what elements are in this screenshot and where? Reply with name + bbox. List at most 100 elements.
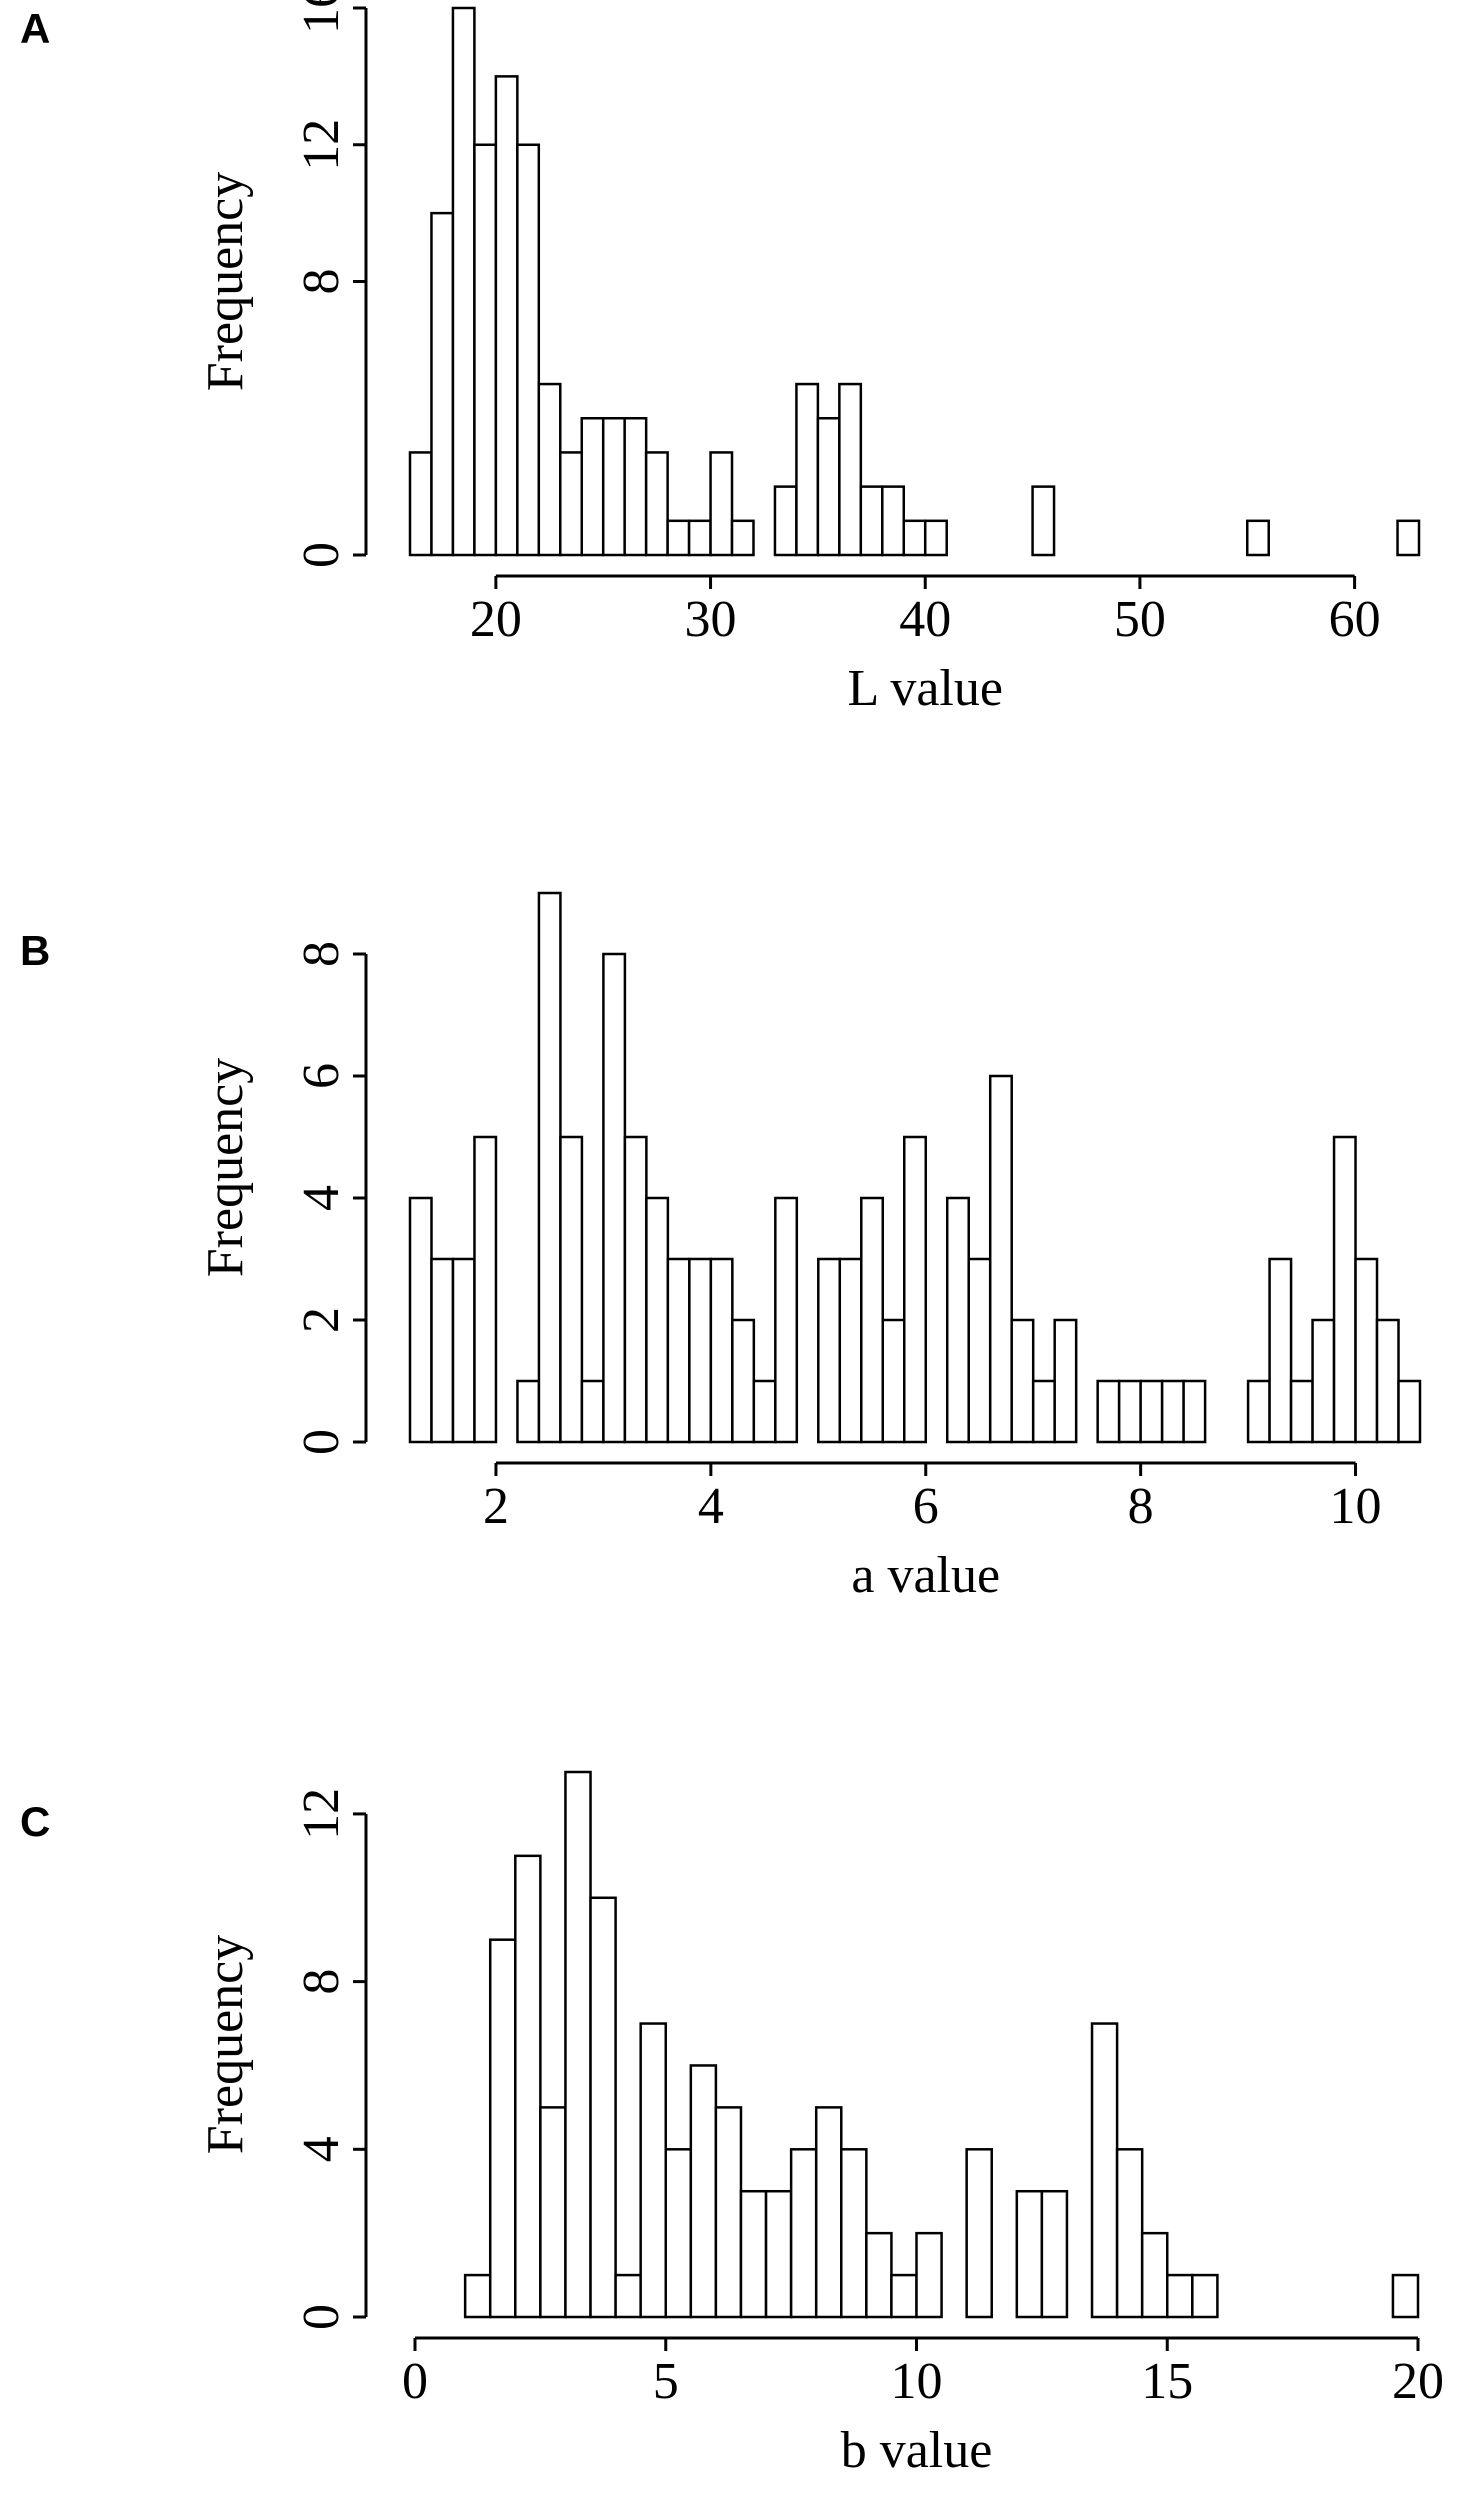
bar bbox=[580, 1379, 605, 1444]
bar bbox=[1040, 2189, 1069, 2319]
bar bbox=[430, 1257, 455, 1444]
bar bbox=[1332, 1135, 1357, 1444]
bar bbox=[430, 211, 455, 557]
x-tick-label: 20 bbox=[1392, 2353, 1444, 2410]
bar bbox=[1096, 1379, 1121, 1444]
x-tick-label: 6 bbox=[913, 1478, 939, 1535]
x-tick-label: 50 bbox=[1114, 591, 1166, 648]
bar bbox=[1115, 2148, 1144, 2319]
x-tick-label: 10 bbox=[891, 2353, 943, 2410]
bar bbox=[714, 2106, 743, 2319]
bar bbox=[1246, 519, 1270, 557]
panel-label: A bbox=[20, 5, 50, 52]
y-tick-label: 0 bbox=[293, 1429, 350, 1455]
bar bbox=[559, 451, 583, 557]
y-tick-label: 12 bbox=[293, 119, 350, 171]
x-axis-title: a value bbox=[851, 1547, 1000, 1604]
bar bbox=[881, 1318, 906, 1444]
y-tick-label: 0 bbox=[293, 542, 350, 568]
bar bbox=[666, 519, 691, 557]
bar bbox=[451, 6, 476, 557]
bar bbox=[516, 1379, 541, 1444]
x-tick-label: 4 bbox=[698, 1478, 724, 1535]
bar bbox=[644, 451, 669, 557]
bar bbox=[514, 1854, 542, 2319]
bar bbox=[988, 1074, 1013, 1444]
bar bbox=[1311, 1318, 1336, 1444]
bar bbox=[859, 485, 884, 557]
bar bbox=[838, 382, 863, 557]
bar bbox=[865, 2231, 893, 2319]
y-axis-title: Frequency bbox=[197, 1058, 254, 1277]
bar bbox=[537, 382, 562, 557]
bar bbox=[408, 1196, 433, 1444]
x-tick-label: 60 bbox=[1329, 591, 1381, 648]
x-axis-title: b value bbox=[841, 2422, 993, 2479]
bar bbox=[494, 75, 519, 557]
bar bbox=[965, 2148, 993, 2319]
y-tick-label: 8 bbox=[293, 941, 350, 967]
bar bbox=[1140, 2231, 1169, 2319]
bar bbox=[902, 519, 927, 557]
y-tick-label: 6 bbox=[293, 1063, 350, 1089]
bar bbox=[539, 2106, 567, 2319]
y-tick-label: 4 bbox=[293, 1185, 350, 1211]
bar bbox=[764, 2189, 793, 2319]
bar bbox=[923, 519, 948, 557]
bar bbox=[1031, 485, 1056, 557]
y-tick-label: 8 bbox=[293, 269, 350, 295]
bar bbox=[789, 2148, 818, 2319]
x-tick-label: 40 bbox=[899, 591, 951, 648]
y-tick-label: 4 bbox=[293, 2136, 350, 2162]
panel-label: C bbox=[20, 1798, 50, 1845]
bar bbox=[1166, 2273, 1194, 2319]
bar bbox=[666, 1257, 691, 1444]
bar bbox=[816, 417, 841, 557]
x-tick-label: 0 bbox=[402, 2353, 428, 2410]
bar bbox=[817, 1257, 842, 1444]
y-tick-label: 12 bbox=[293, 1788, 350, 1840]
bar bbox=[601, 417, 626, 557]
x-axis-title: L value bbox=[848, 660, 1003, 717]
bar bbox=[589, 1896, 617, 2319]
y-tick-label: 2 bbox=[293, 1307, 350, 1333]
bar bbox=[739, 2189, 768, 2319]
bar bbox=[945, 1196, 970, 1444]
y-tick-label: 16 bbox=[293, 0, 350, 34]
bar bbox=[752, 1379, 777, 1444]
y-axis-title: Frequency bbox=[197, 1935, 254, 2154]
bar bbox=[564, 1770, 592, 2319]
x-tick-label: 15 bbox=[1141, 2353, 1193, 2410]
bar bbox=[774, 1196, 799, 1444]
bar bbox=[903, 1135, 927, 1444]
bar bbox=[1117, 1379, 1142, 1444]
bar bbox=[860, 1196, 885, 1444]
y-axis-title: Frequency bbox=[197, 172, 254, 391]
bar bbox=[688, 1257, 713, 1444]
x-tick-label: 30 bbox=[685, 591, 737, 648]
bar bbox=[537, 891, 562, 1444]
x-tick-label: 2 bbox=[483, 1478, 509, 1535]
bar bbox=[451, 1257, 476, 1444]
bar bbox=[559, 1135, 584, 1444]
bar bbox=[915, 2231, 943, 2319]
bar bbox=[1160, 1379, 1185, 1444]
bar bbox=[1396, 519, 1421, 557]
bar bbox=[1191, 2273, 1219, 2319]
bar bbox=[664, 2148, 693, 2319]
bar bbox=[614, 2273, 642, 2319]
bar bbox=[731, 1318, 756, 1444]
bar bbox=[1010, 1318, 1035, 1444]
panel-label: B bbox=[20, 927, 50, 974]
bar bbox=[1268, 1257, 1293, 1444]
bar bbox=[1375, 1318, 1400, 1444]
bar bbox=[488, 1938, 517, 2319]
bar bbox=[1015, 2189, 1044, 2319]
bar bbox=[1391, 2273, 1420, 2319]
bar bbox=[639, 2022, 667, 2319]
bar bbox=[623, 417, 648, 557]
bar bbox=[473, 1135, 498, 1444]
bar bbox=[814, 2106, 843, 2319]
x-tick-label: 20 bbox=[470, 591, 522, 648]
